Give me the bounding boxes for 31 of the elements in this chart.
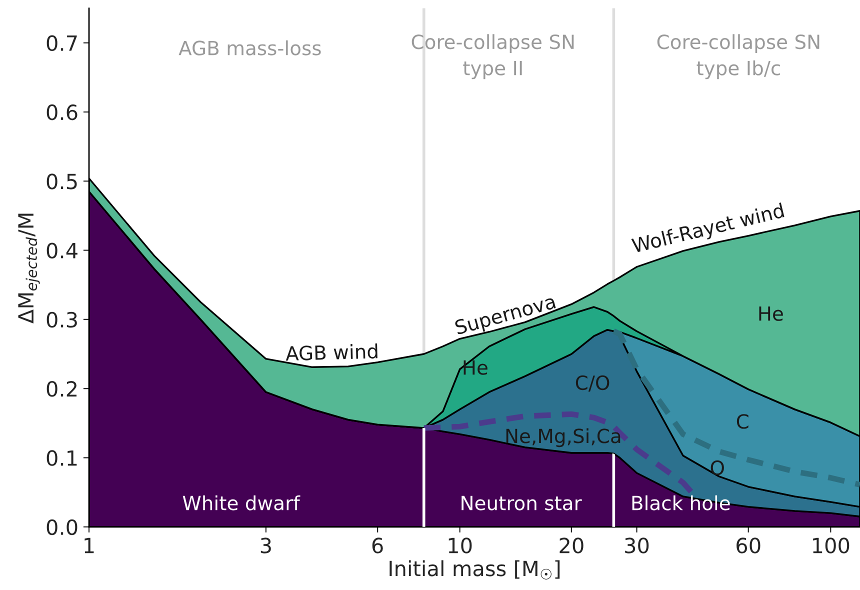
y-tick-label: 0.3 (46, 312, 77, 328)
annotation: He (464, 360, 488, 375)
y-tick-label: 0.6 (46, 104, 78, 120)
y-tick-label: 0.1 (46, 450, 77, 466)
x-tick-label: 1 (84, 538, 94, 554)
annotation: AGB mass-loss (178, 40, 321, 56)
annotation: Neutron star (462, 496, 582, 510)
y-tick-label: 0.0 (46, 519, 78, 536)
y-tick-label: 0.5 (46, 174, 77, 190)
annotation: He (759, 306, 783, 321)
annotation: Ne,Mg,Si,Ca (506, 428, 620, 448)
annotation: O (710, 460, 724, 476)
x-axis-title: Initial mass [M$_{☉}$] (390, 560, 560, 580)
annotation: White dwarf (182, 495, 300, 510)
x-tick-label: 6 (372, 538, 383, 554)
y-tick-label: 0.4 (46, 242, 78, 258)
x-tick-label: 20 (560, 538, 584, 554)
y-axis-title: ΔM$_{ejected}$/M (18, 214, 40, 324)
annotation: C (736, 414, 748, 429)
x-tick-label: 30 (625, 538, 649, 554)
annotation: Core-collapse SN type II (412, 34, 574, 80)
x-tick-label: 100 (813, 538, 850, 554)
annotation: AGB wind (285, 343, 378, 361)
annotation: C/O (576, 375, 610, 392)
x-tick-label: 10 (448, 538, 472, 554)
y-tick-label: 0.2 (46, 381, 77, 397)
y-tick-label: 0.7 (46, 35, 77, 52)
x-tick-label: 3 (260, 538, 271, 554)
x-tick-label: 60 (736, 538, 760, 554)
annotation: Black hole (632, 495, 730, 510)
annotation: Core-collapse SN type Ib/c (657, 34, 820, 80)
